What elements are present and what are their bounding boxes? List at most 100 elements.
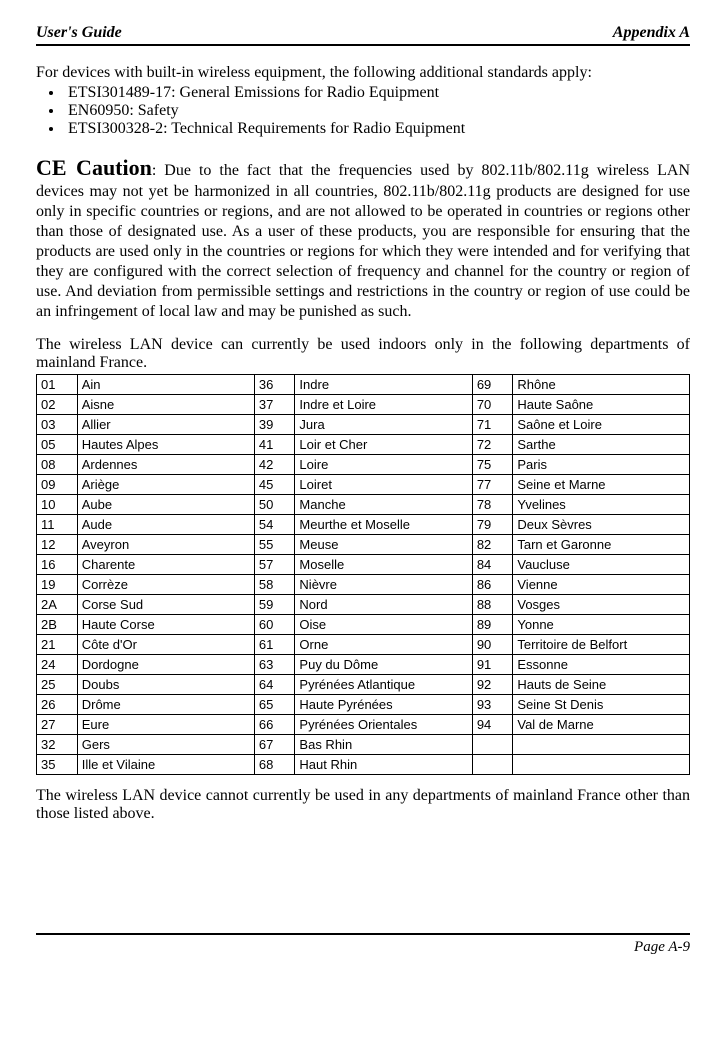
dept-name-cell: Aveyron [77, 534, 254, 554]
dept-name-cell: Doubs [77, 674, 254, 694]
dept-name-cell: Vienne [513, 574, 690, 594]
dept-code-cell: 35 [37, 754, 78, 774]
dept-code-cell: 26 [37, 694, 78, 714]
dept-name-cell: Saône et Loire [513, 414, 690, 434]
dept-code-cell: 61 [254, 634, 295, 654]
dept-name-cell: Loir et Cher [295, 434, 472, 454]
dept-name-cell: Ariège [77, 474, 254, 494]
dept-name-cell: Corrèze [77, 574, 254, 594]
dept-code-cell: 45 [254, 474, 295, 494]
dept-code-cell: 91 [472, 654, 513, 674]
dept-code-cell [472, 754, 513, 774]
dept-name-cell: Haute Corse [77, 614, 254, 634]
dept-name-cell: Jura [295, 414, 472, 434]
dept-name-cell: Paris [513, 454, 690, 474]
dept-code-cell: 78 [472, 494, 513, 514]
dept-code-cell: 2B [37, 614, 78, 634]
dept-name-cell: Rhône [513, 374, 690, 394]
dept-code-cell: 58 [254, 574, 295, 594]
dept-name-cell: Gers [77, 734, 254, 754]
table-row: 26Drôme65Haute Pyrénées93Seine St Denis [37, 694, 690, 714]
dept-name-cell: Drôme [77, 694, 254, 714]
table-row: 09Ariège45Loiret77Seine et Marne [37, 474, 690, 494]
dept-name-cell: Seine et Marne [513, 474, 690, 494]
france-intro: The wireless LAN device can currently be… [36, 336, 690, 372]
dept-code-cell: 89 [472, 614, 513, 634]
dept-name-cell: Dordogne [77, 654, 254, 674]
dept-name-cell: Loiret [295, 474, 472, 494]
dept-name-cell: Yonne [513, 614, 690, 634]
dept-name-cell: Allier [77, 414, 254, 434]
dept-name-cell: Meuse [295, 534, 472, 554]
dept-code-cell: 41 [254, 434, 295, 454]
list-item: ETSI300328-2: Technical Requirements for… [64, 120, 690, 138]
dept-name-cell: Haute Pyrénées [295, 694, 472, 714]
dept-name-cell: Yvelines [513, 494, 690, 514]
dept-code-cell: 79 [472, 514, 513, 534]
table-row: 03Allier39Jura71Saône et Loire [37, 414, 690, 434]
table-row: 25Doubs64Pyrénées Atlantique92Hauts de S… [37, 674, 690, 694]
dept-code-cell: 10 [37, 494, 78, 514]
dept-code-cell: 93 [472, 694, 513, 714]
dept-name-cell: Territoire de Belfort [513, 634, 690, 654]
dept-name-cell: Tarn et Garonne [513, 534, 690, 554]
table-row: 02Aisne37Indre et Loire70Haute Saône [37, 394, 690, 414]
dept-name-cell: Charente [77, 554, 254, 574]
dept-code-cell: 12 [37, 534, 78, 554]
dept-code-cell: 65 [254, 694, 295, 714]
dept-name-cell: Hauts de Seine [513, 674, 690, 694]
dept-name-cell: Aube [77, 494, 254, 514]
dept-code-cell: 84 [472, 554, 513, 574]
dept-code-cell: 60 [254, 614, 295, 634]
dept-name-cell: Aisne [77, 394, 254, 414]
dept-name-cell: Pyrénées Atlantique [295, 674, 472, 694]
dept-code-cell: 90 [472, 634, 513, 654]
dept-name-cell: Nord [295, 594, 472, 614]
dept-code-cell: 37 [254, 394, 295, 414]
dept-name-cell: Indre [295, 374, 472, 394]
dept-code-cell: 77 [472, 474, 513, 494]
dept-code-cell: 25 [37, 674, 78, 694]
dept-code-cell: 88 [472, 594, 513, 614]
table-row: 27Eure66Pyrénées Orientales94Val de Marn… [37, 714, 690, 734]
dept-name-cell: Eure [77, 714, 254, 734]
table-row: 19Corrèze58Nièvre86Vienne [37, 574, 690, 594]
dept-code-cell: 72 [472, 434, 513, 454]
list-item: EN60950: Safety [64, 102, 690, 120]
dept-name-cell: Meurthe et Moselle [295, 514, 472, 534]
dept-name-cell: Moselle [295, 554, 472, 574]
table-row: 05Hautes Alpes41Loir et Cher72Sarthe [37, 434, 690, 454]
dept-code-cell: 27 [37, 714, 78, 734]
dept-code-cell: 59 [254, 594, 295, 614]
dept-code-cell: 55 [254, 534, 295, 554]
dept-name-cell: Deux Sèvres [513, 514, 690, 534]
table-row: 16Charente57Moselle84Vaucluse [37, 554, 690, 574]
dept-name-cell: Corse Sud [77, 594, 254, 614]
dept-code-cell: 11 [37, 514, 78, 534]
dept-name-cell: Haut Rhin [295, 754, 472, 774]
dept-code-cell: 42 [254, 454, 295, 474]
dept-code-cell: 70 [472, 394, 513, 414]
dept-name-cell: Val de Marne [513, 714, 690, 734]
dept-code-cell: 66 [254, 714, 295, 734]
dept-name-cell [513, 754, 690, 774]
ce-caution-block: CE Caution: Due to the fact that the fre… [36, 154, 690, 322]
table-row: 35Ille et Vilaine68Haut Rhin [37, 754, 690, 774]
dept-code-cell: 82 [472, 534, 513, 554]
dept-code-cell: 24 [37, 654, 78, 674]
table-row: 2ACorse Sud59Nord88Vosges [37, 594, 690, 614]
departments-table: 01Ain36Indre69Rhône02Aisne37Indre et Loi… [36, 374, 690, 775]
dept-name-cell: Côte d'Or [77, 634, 254, 654]
dept-code-cell: 67 [254, 734, 295, 754]
dept-code-cell: 86 [472, 574, 513, 594]
dept-name-cell: Vaucluse [513, 554, 690, 574]
dept-code-cell: 75 [472, 454, 513, 474]
dept-code-cell: 09 [37, 474, 78, 494]
dept-name-cell: Seine St Denis [513, 694, 690, 714]
table-row: 08Ardennes42Loire75Paris [37, 454, 690, 474]
dept-name-cell: Ille et Vilaine [77, 754, 254, 774]
header-left: User's Guide [36, 24, 122, 42]
standards-list: ETSI301489-17: General Emissions for Rad… [36, 84, 690, 138]
dept-code-cell: 57 [254, 554, 295, 574]
dept-name-cell: Manche [295, 494, 472, 514]
